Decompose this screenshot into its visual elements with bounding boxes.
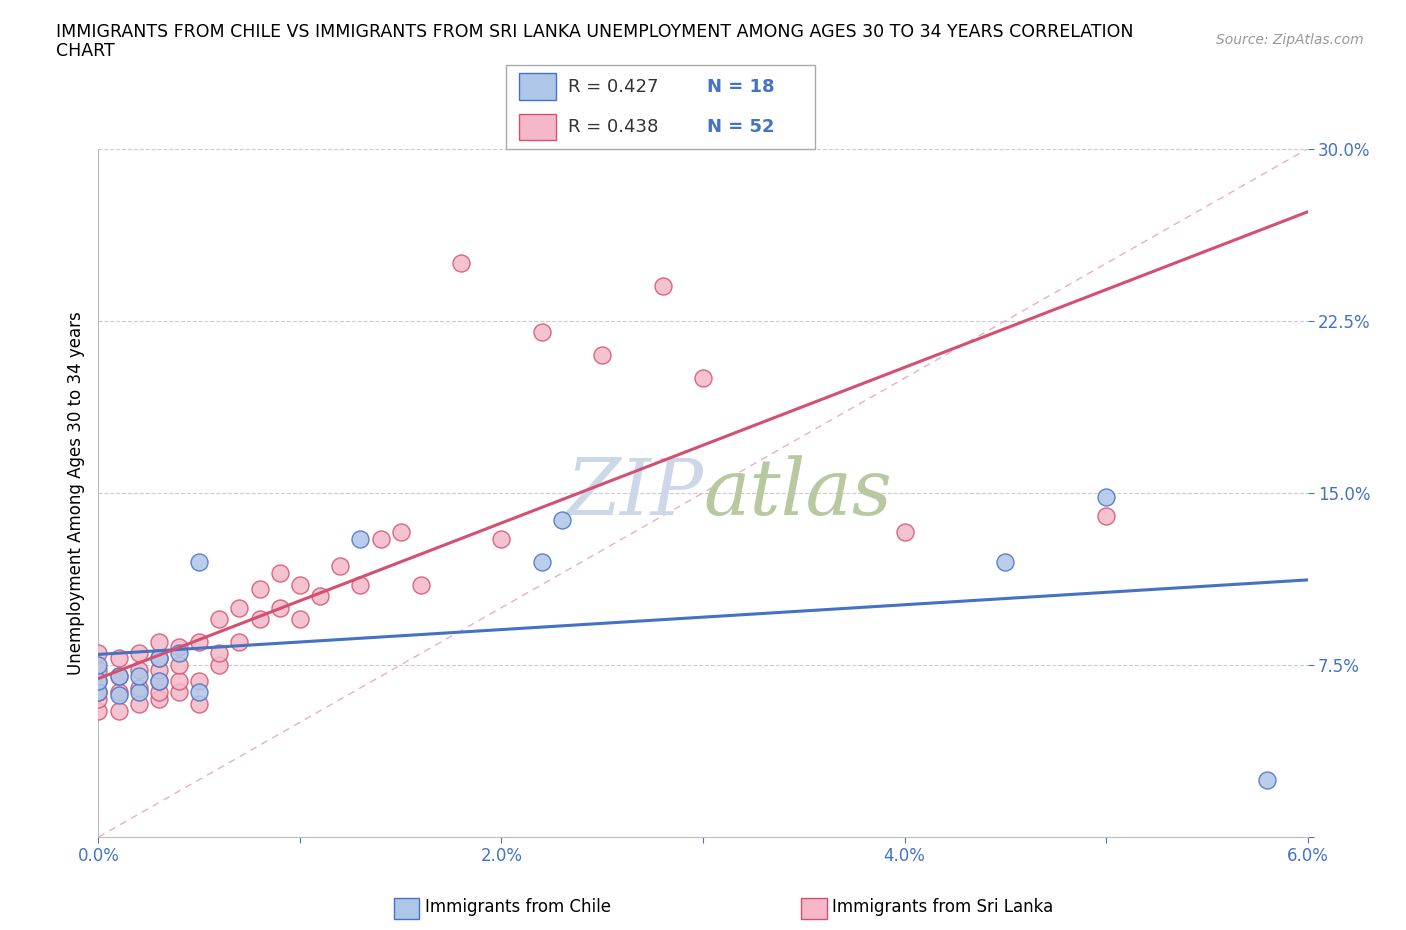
- Point: [107, 685, 129, 700]
- Point: [107, 687, 129, 702]
- Point: [167, 639, 190, 654]
- Text: R = 0.438: R = 0.438: [568, 118, 658, 136]
- Point: [1095, 490, 1118, 505]
- Text: Source: ZipAtlas.com: Source: ZipAtlas.com: [1216, 33, 1364, 46]
- Point: [87, 658, 110, 672]
- Point: [530, 554, 553, 569]
- Point: [651, 279, 673, 294]
- Point: [148, 634, 170, 649]
- Point: [188, 634, 211, 649]
- Point: [208, 646, 231, 661]
- Point: [128, 697, 150, 711]
- Point: [591, 348, 613, 363]
- Point: [107, 669, 129, 684]
- Text: N = 52: N = 52: [707, 118, 775, 136]
- Point: [530, 325, 553, 339]
- Text: N = 18: N = 18: [707, 78, 775, 96]
- Point: [188, 697, 211, 711]
- Point: [994, 554, 1017, 569]
- Point: [188, 554, 211, 569]
- Point: [148, 673, 170, 688]
- Point: [288, 612, 311, 627]
- Point: [87, 646, 110, 661]
- Point: [148, 662, 170, 677]
- Point: [450, 256, 472, 271]
- Point: [228, 600, 250, 615]
- Point: [87, 685, 110, 700]
- Point: [148, 685, 170, 700]
- Point: [491, 531, 513, 546]
- Point: [167, 673, 190, 688]
- Point: [87, 692, 110, 707]
- Point: [128, 646, 150, 661]
- Point: [148, 651, 170, 666]
- Point: [128, 681, 150, 696]
- Text: IMMIGRANTS FROM CHILE VS IMMIGRANTS FROM SRI LANKA UNEMPLOYMENT AMONG AGES 30 TO: IMMIGRANTS FROM CHILE VS IMMIGRANTS FROM…: [56, 23, 1133, 41]
- Point: [389, 525, 412, 539]
- Point: [148, 692, 170, 707]
- Point: [87, 662, 110, 677]
- Point: [1256, 772, 1278, 787]
- Point: [167, 658, 190, 672]
- Point: [551, 513, 574, 528]
- Point: [249, 582, 271, 597]
- Point: [87, 685, 110, 700]
- Text: CHART: CHART: [56, 42, 115, 60]
- Point: [349, 578, 371, 592]
- Point: [87, 703, 110, 718]
- Point: [329, 559, 352, 574]
- Point: [893, 525, 915, 539]
- Point: [208, 612, 231, 627]
- Point: [288, 578, 311, 592]
- Point: [148, 651, 170, 666]
- Point: [692, 371, 714, 386]
- Point: [107, 651, 129, 666]
- Text: Immigrants from Chile: Immigrants from Chile: [425, 897, 610, 916]
- Point: [249, 612, 271, 627]
- Bar: [519, 113, 555, 140]
- Point: [128, 685, 150, 700]
- Point: [87, 673, 110, 688]
- Point: [148, 673, 170, 688]
- Point: [208, 658, 231, 672]
- Point: [167, 646, 190, 661]
- Point: [409, 578, 432, 592]
- Text: ZIP: ZIP: [565, 455, 703, 531]
- Y-axis label: Unemployment Among Ages 30 to 34 years: Unemployment Among Ages 30 to 34 years: [66, 311, 84, 675]
- Point: [1095, 509, 1118, 524]
- Text: R = 0.427: R = 0.427: [568, 78, 658, 96]
- Point: [167, 685, 190, 700]
- Point: [87, 673, 110, 688]
- Point: [107, 669, 129, 684]
- FancyBboxPatch shape: [506, 65, 815, 149]
- Point: [228, 634, 250, 649]
- Bar: [519, 73, 555, 100]
- Text: Immigrants from Sri Lanka: Immigrants from Sri Lanka: [832, 897, 1053, 916]
- Point: [269, 565, 291, 580]
- Point: [128, 669, 150, 684]
- Point: [370, 531, 392, 546]
- Point: [309, 589, 332, 604]
- Point: [128, 662, 150, 677]
- Point: [269, 600, 291, 615]
- Point: [188, 685, 211, 700]
- Point: [349, 531, 371, 546]
- Point: [188, 673, 211, 688]
- Text: atlas: atlas: [703, 455, 891, 531]
- Point: [107, 703, 129, 718]
